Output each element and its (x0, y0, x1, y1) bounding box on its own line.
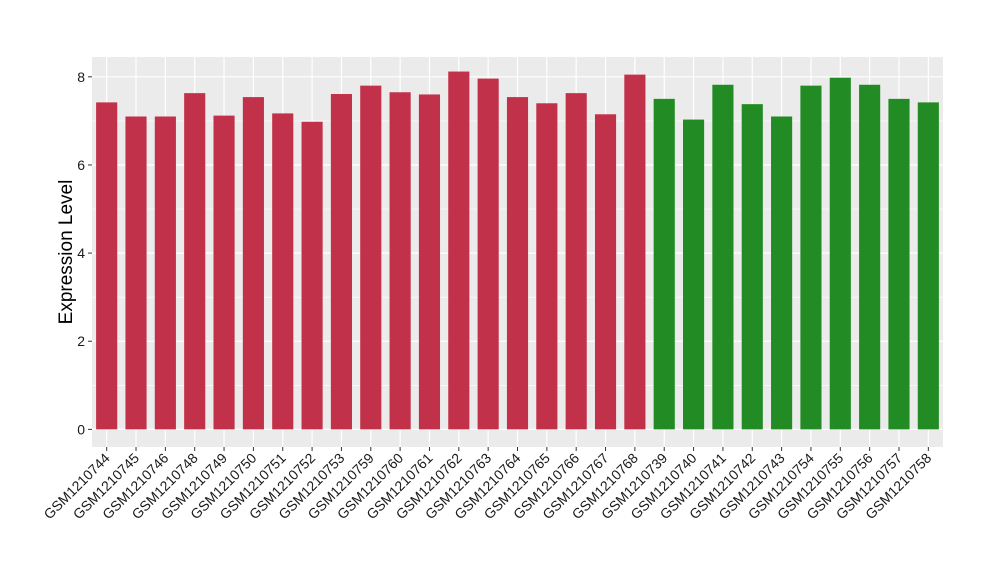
y-axis: 0 2 4 6 8 (77, 69, 92, 437)
bar (536, 103, 558, 430)
bar (888, 98, 910, 430)
bar (741, 104, 763, 430)
bar (448, 71, 470, 430)
bar (624, 74, 646, 430)
bar (653, 98, 675, 430)
bar (96, 102, 118, 430)
bar (330, 94, 352, 430)
y-tick-label: 2 (77, 333, 85, 349)
bar (712, 84, 734, 430)
bar (272, 113, 294, 430)
bar (771, 116, 793, 430)
bar (683, 119, 705, 430)
bar (859, 84, 881, 430)
y-tick-label: 8 (77, 69, 85, 85)
y-tick-label: 0 (77, 421, 85, 437)
bar (242, 97, 264, 430)
bar (125, 116, 147, 430)
bar (477, 78, 499, 430)
y-axis-title: Expression Level (56, 180, 77, 325)
x-axis: GSM1210744GSM1210745GSM1210746GSM1210748… (40, 447, 935, 522)
bar (506, 97, 529, 430)
bar (301, 121, 323, 430)
bar (594, 114, 617, 430)
bar (389, 92, 411, 430)
y-tick-label: 6 (77, 157, 85, 173)
bar (800, 85, 822, 430)
bars (96, 71, 939, 430)
bar (917, 102, 939, 430)
bar (565, 93, 587, 430)
bar (418, 94, 441, 430)
bar (360, 85, 382, 430)
bar (213, 115, 235, 430)
bar (829, 77, 851, 430)
y-tick-label: 4 (77, 245, 85, 261)
bar (154, 116, 176, 430)
bar (184, 93, 206, 430)
